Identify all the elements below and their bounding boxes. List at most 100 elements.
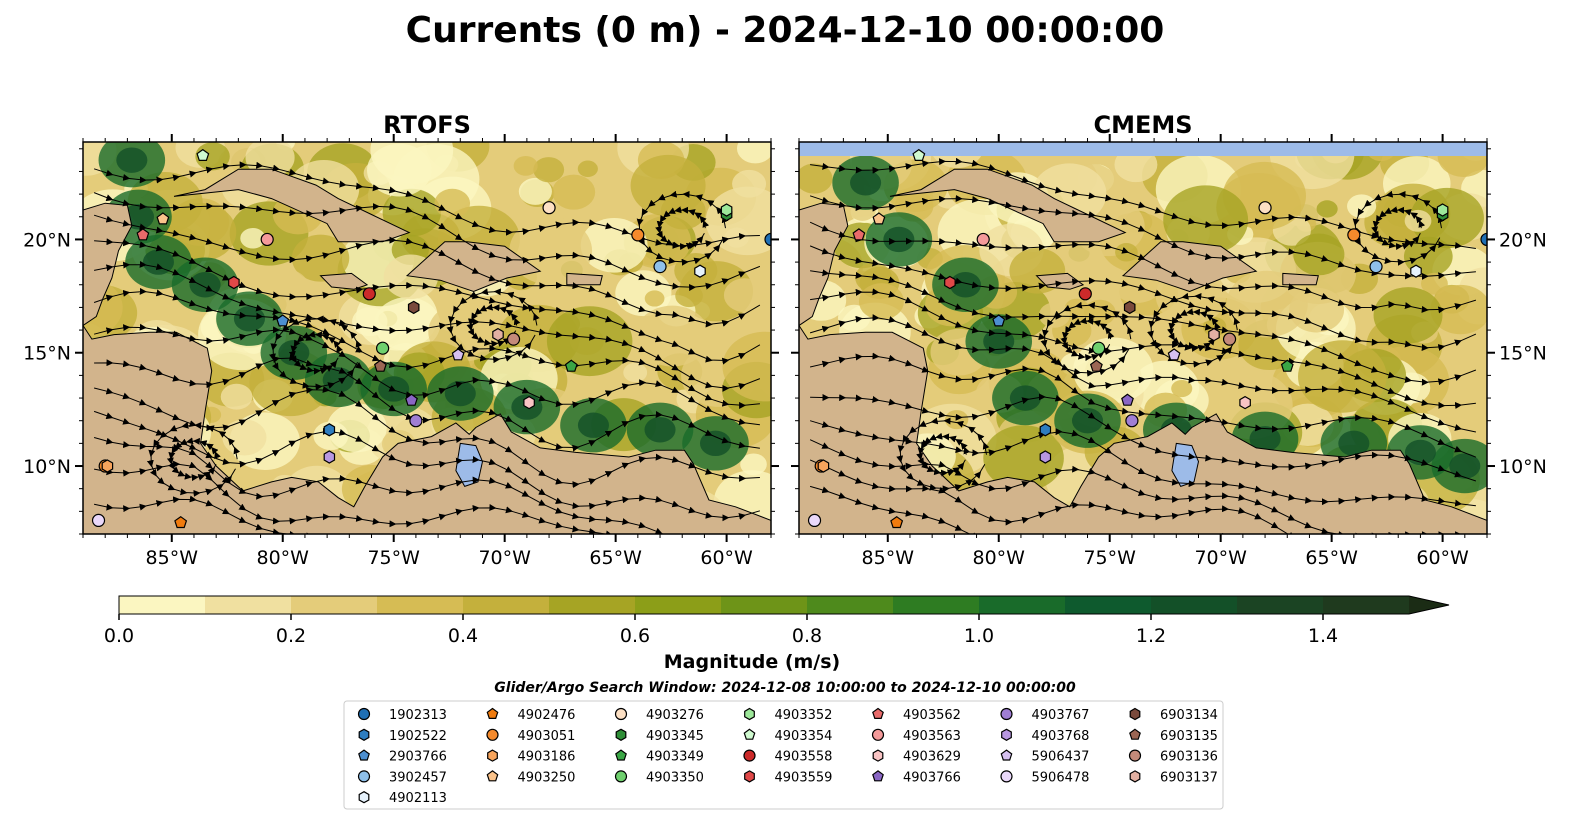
legend-label: 4903352 xyxy=(775,708,833,723)
field-patch xyxy=(116,147,148,173)
float-marker-4903558 xyxy=(1078,287,1092,301)
panel-title: RTOFS xyxy=(383,111,471,139)
legend-label: 3902457 xyxy=(389,770,447,785)
field-patch xyxy=(723,278,766,313)
missing-data-strip xyxy=(799,142,1487,156)
legend-marker-4903558 xyxy=(743,749,756,762)
float-marker-4903250 xyxy=(156,212,170,225)
field-patch xyxy=(630,154,706,217)
lon-tick-label: 70°W xyxy=(478,547,531,569)
float-marker-4903767 xyxy=(1125,414,1139,428)
legend-label: 4903563 xyxy=(903,729,961,744)
lon-tick-label: 65°W xyxy=(1305,547,1358,569)
float-marker-4903766 xyxy=(405,393,418,406)
streamline xyxy=(1351,190,1445,266)
legend-marker-4903051 xyxy=(486,728,499,741)
legend-item-4903558: 4903558 xyxy=(743,749,833,765)
field-patch xyxy=(675,284,703,308)
float-marker-6903134 xyxy=(407,300,420,315)
float-marker-1902313 xyxy=(764,232,771,247)
float-marker-4903767 xyxy=(409,414,423,428)
colorbar-cell xyxy=(1151,596,1238,614)
field-patch xyxy=(736,142,771,164)
field-patch xyxy=(552,174,596,210)
legend-label: 5906437 xyxy=(1032,750,1090,765)
float-markers xyxy=(91,148,771,529)
float-marker-4902113 xyxy=(694,264,706,278)
float-marker-6903137 xyxy=(492,327,504,342)
field-patch xyxy=(1084,299,1116,326)
legend-marker-4903768 xyxy=(1001,728,1012,741)
colorbar-tick-label: 0.0 xyxy=(104,625,134,647)
colorbar-extend-arrow xyxy=(1409,596,1449,614)
legend-item-4902476: 4902476 xyxy=(486,707,575,723)
field-patch xyxy=(1373,287,1443,344)
search-window-label: Glider/Argo Search Window: 2024-12-08 10… xyxy=(494,680,1076,696)
colorbar-tick-label: 0.4 xyxy=(448,625,478,647)
panel-rtofs: RTOFS 85°W 80°W 75°W 70°W 65°W 60°W 20°N 15°N 10… xyxy=(23,111,779,569)
field-patch xyxy=(732,169,767,198)
colorbar-cell xyxy=(893,596,980,614)
colorbar-tick-label: 1.2 xyxy=(1136,625,1166,647)
float-marker-3902457 xyxy=(653,260,667,274)
legend-item-3902457: 3902457 xyxy=(357,770,447,785)
float-marker-4902476 xyxy=(174,515,188,529)
legend-label: 4902113 xyxy=(389,791,447,806)
map-frame xyxy=(798,141,1488,535)
field-patch xyxy=(220,383,253,410)
legend-marker-5906437 xyxy=(1000,749,1013,761)
colorbar-cell xyxy=(1237,596,1324,614)
legend-label: 2903766 xyxy=(389,750,447,765)
legend-marker-4902476 xyxy=(486,707,499,720)
legend-box xyxy=(343,700,1224,810)
legend-label: 4903766 xyxy=(903,770,961,785)
legend-marker-1902313 xyxy=(357,707,371,721)
colorbar-outline xyxy=(118,595,1450,615)
float-marker xyxy=(1039,423,1052,437)
field-patch xyxy=(722,331,771,402)
legend-marker-4903767 xyxy=(1000,707,1013,721)
legend-marker-3902457 xyxy=(357,770,371,783)
legend-label: 4903559 xyxy=(775,770,833,785)
colorbar-cell xyxy=(463,596,550,614)
field-patch xyxy=(1298,340,1387,413)
float-marker-5906437 xyxy=(1167,348,1181,361)
legend-marker-4903350 xyxy=(614,770,628,783)
legend-item-4903250: 4903250 xyxy=(486,770,575,785)
legend-marker-4903629 xyxy=(872,749,884,762)
axis-ticks: 85°W 80°W 75°W 70°W 65°W 60°W 20°N 15°N 10°N xyxy=(23,134,779,569)
field-patch xyxy=(740,453,767,476)
field-patch xyxy=(1171,379,1193,398)
legend-label: 6903137 xyxy=(1160,770,1218,785)
field-patch xyxy=(577,160,598,177)
legend-marker-4903354 xyxy=(743,728,756,740)
float-legend: 1902313 1902522 2903766 3902457 4902113 49024… xyxy=(343,700,1224,810)
lon-tick-label: 70°W xyxy=(1194,547,1247,569)
field-patch xyxy=(1347,194,1377,219)
lon-tick-label: 80°W xyxy=(973,547,1026,569)
float-marker-5906478 xyxy=(91,513,106,528)
float-marker-6903136 xyxy=(506,332,521,346)
legend-marker-4903352 xyxy=(744,707,755,721)
field-patch xyxy=(1038,302,1070,328)
field-patch xyxy=(799,163,833,194)
float-marker-5906437 xyxy=(451,348,465,361)
float-marker-2903766 xyxy=(276,314,290,327)
float-marker-4903250 xyxy=(872,212,886,225)
streamlines xyxy=(809,157,1477,534)
legend-item-4902113: 4902113 xyxy=(358,791,447,806)
streamline xyxy=(1147,292,1241,368)
legend-marker-4903250 xyxy=(486,770,499,782)
legend-label: 4903558 xyxy=(775,750,833,765)
field-patch xyxy=(533,157,565,183)
legend-item-6903136: 6903136 xyxy=(1128,749,1218,765)
field-patch xyxy=(944,410,969,430)
legend-label: 6903136 xyxy=(1160,750,1218,765)
streamline xyxy=(269,315,363,391)
field-patch xyxy=(699,430,732,457)
float-marker-4903354 xyxy=(912,148,926,161)
field-patch xyxy=(1115,243,1138,262)
float-marker-4903559 xyxy=(228,275,240,290)
lon-tick-label: 85°W xyxy=(862,547,915,569)
float-marker-4903350 xyxy=(376,341,390,355)
